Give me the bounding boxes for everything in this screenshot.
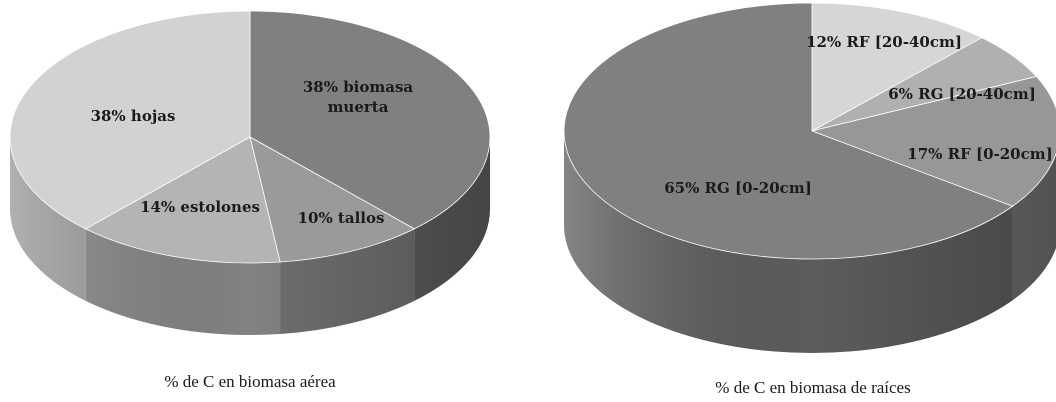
- pie-slice-14-estolones: [84, 136, 281, 264]
- pie-slice-10-tallos: [249, 136, 416, 263]
- slice-label-14-estolones: 14% estolones: [140, 198, 260, 216]
- pie-slice-38-hojas: [9, 10, 251, 230]
- slice-label-38-biomasa-muerta: 38% biomasa muerta: [303, 78, 414, 116]
- pie-slice-17-rf-0-20cm: [810, 76, 1056, 207]
- slice-label-6-rg-20-40cm: 6% RG [20-40cm]: [888, 85, 1036, 103]
- pie-slice-65-rg-0-20cm: [563, 2, 1014, 260]
- pie-slice-38-biomasa-muerta: [249, 10, 491, 230]
- pie-slice-12-rf-20-40cm: [811, 2, 983, 132]
- slice-label-10-tallos: 10% tallos: [298, 209, 385, 227]
- slice-label-65-rg-0-20cm: 65% RG [0-20cm]: [664, 179, 812, 197]
- chart-title-aerial-biomass: % de C en biomasa aérea: [164, 372, 336, 391]
- slice-label-38-hojas: 38% hojas: [91, 107, 176, 125]
- chart-title-root-biomass: % de C en biomasa de raíces: [715, 378, 910, 397]
- pie-side-shading: [564, 131, 1056, 353]
- pie-chart-aerial-biomass: 38% biomasa muerta 10% tallos 14% estolones…: [9, 10, 491, 336]
- pie-chart-root-biomass: 12% RF [20-40cm] 6% RG [20-40cm] 17% RF [0…: [563, 2, 1056, 353]
- slice-label-12-rf-20-40cm: 12% RF [20-40cm]: [806, 33, 962, 51]
- pie-side-shading: [10, 137, 490, 335]
- slice-label-17-rf-0-20cm: 17% RF [0-20cm]: [907, 145, 1052, 163]
